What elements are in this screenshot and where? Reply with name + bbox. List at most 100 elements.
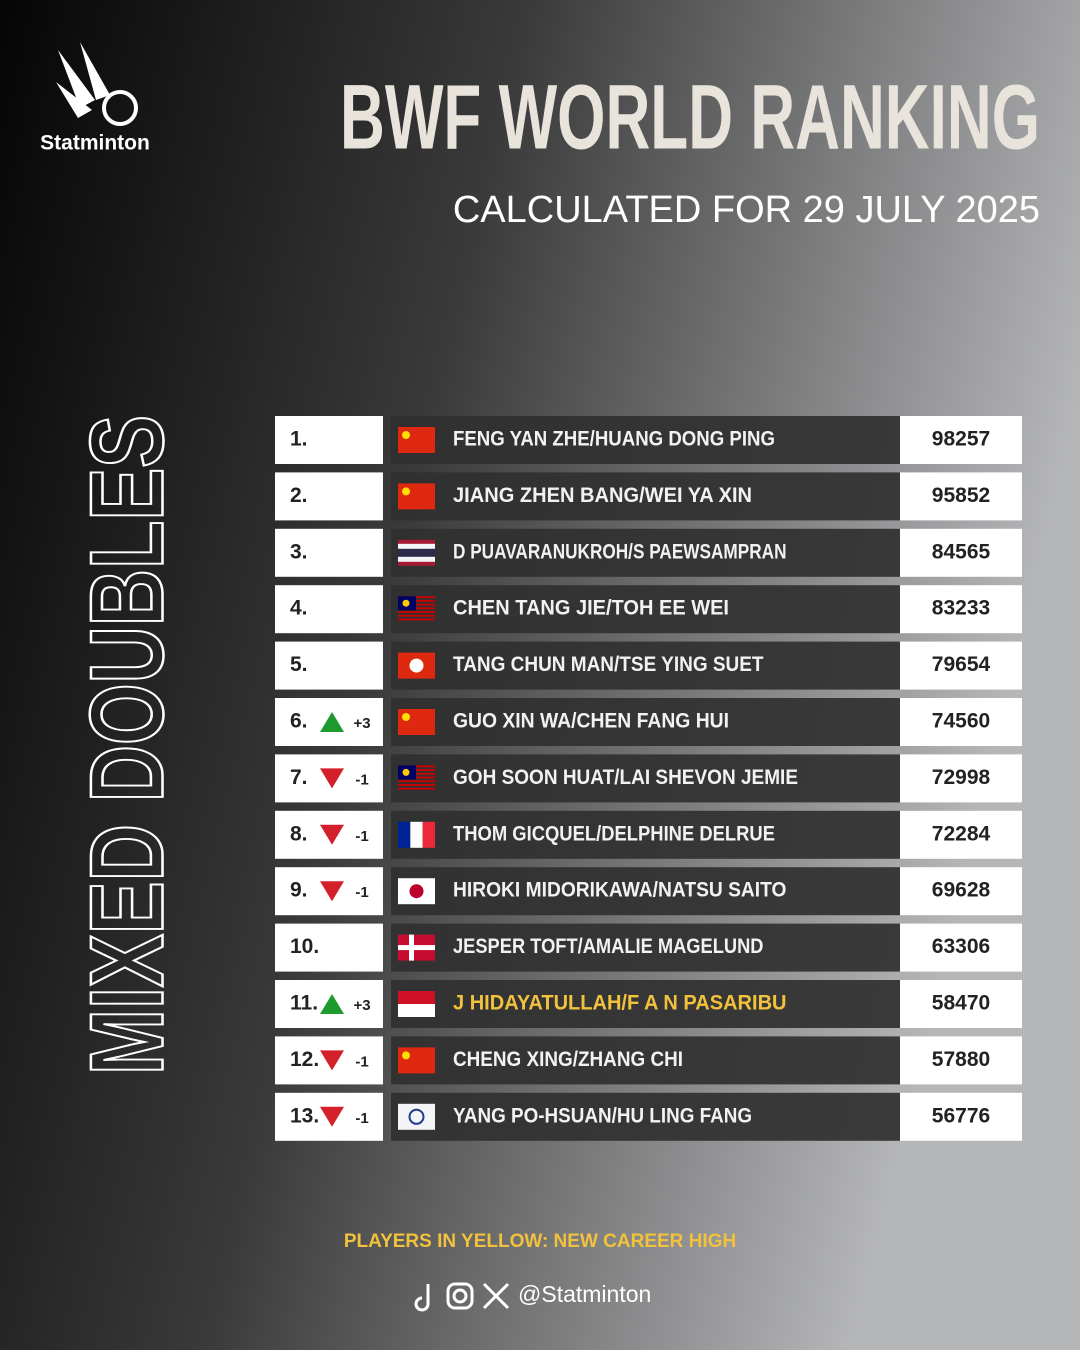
points-cell [900, 416, 1022, 464]
brand: Statminton [40, 132, 150, 155]
change-arrow [320, 881, 344, 902]
flag-part [402, 431, 410, 439]
flag-part [398, 1103, 435, 1130]
points-cell [900, 810, 1022, 859]
points: 69628 [932, 879, 991, 902]
name-cell [391, 754, 900, 803]
ranking-row: 7. -1 GOH SOON HUAT/LAI SHEVON JEMIE 72998 [275, 754, 1022, 803]
flag-part [398, 607, 435, 610]
flag-part [402, 487, 410, 496]
points-cell [900, 698, 1022, 746]
ranking-row: 11. +3 J HIDAYATULLAH/F A N PASARIBU 58470 [275, 980, 1022, 1028]
ranking-row: 8. -1 THOM GICQUEL/DELPHINE DELRUE 72284 [275, 810, 1022, 859]
flag-part [398, 618, 435, 621]
change-arrow [320, 712, 344, 732]
subtitle: CALCULATED FOR 29 JULY 2025 [453, 189, 1040, 231]
points-cell [900, 528, 1022, 577]
ranking-row: 13. -1 YANG PO-HSUAN/HU LING FANG 56776 [275, 1092, 1022, 1141]
points: 72998 [932, 766, 991, 789]
name-cell [391, 980, 900, 1028]
flag-part [398, 709, 435, 735]
flag-part [402, 713, 410, 721]
flag-part [398, 776, 435, 779]
flag-part [398, 596, 435, 599]
points: 72284 [932, 822, 991, 845]
name-cell [391, 698, 900, 746]
flag-part [409, 658, 424, 673]
points-cell [900, 641, 1022, 690]
flag-part [398, 780, 435, 783]
change: +3 [353, 997, 370, 1014]
rank-cell [275, 472, 383, 521]
handle: @Statminton [518, 1281, 651, 1307]
points: 79654 [932, 653, 991, 676]
rank-cell [275, 923, 383, 972]
points-cell [900, 585, 1022, 634]
rank: 7. [290, 766, 308, 789]
player-names: JESPER TOFT/AMALIE MAGELUND [453, 935, 764, 958]
rank: 12. [290, 1048, 319, 1071]
flag-part [398, 614, 435, 617]
name-cell [391, 416, 900, 464]
rank: 11. [290, 992, 318, 1015]
points-cell [900, 867, 1022, 916]
points: 74560 [932, 710, 990, 733]
change: -1 [355, 1110, 368, 1127]
footnote: PLAYERS IN YELLOW: NEW CAREER HIGH [344, 1231, 736, 1252]
ranking-row: 10. JESPER TOFT/AMALIE MAGELUND 63306 [275, 923, 1022, 972]
flag-part [398, 427, 435, 453]
flag-part [398, 772, 435, 775]
logo [56, 42, 138, 126]
name-cell [391, 585, 900, 634]
flag-part [398, 599, 435, 602]
rank: 4. [290, 597, 308, 620]
ranking-row: 2. JIANG ZHEN BANG/WEI YA XIN 95852 [275, 472, 1022, 521]
points-cell [900, 754, 1022, 803]
points-cell [900, 923, 1022, 972]
rank-cell [275, 641, 383, 690]
player-names: CHEN TANG JIE/TOH EE WEI [453, 597, 729, 620]
ranking-row: 12. -1 CHENG XING/ZHANG CHI 57880 [275, 1036, 1022, 1085]
rank: 5. [290, 653, 308, 676]
rank: 1. [290, 428, 308, 451]
points: 98257 [932, 428, 990, 451]
flag-part [398, 765, 435, 768]
change: -1 [355, 771, 368, 788]
points: 84565 [932, 540, 991, 563]
rank-cell [275, 416, 383, 464]
points-cell [900, 1036, 1022, 1085]
flag-part [398, 548, 435, 557]
ranking-row: 5. TANG CHUN MAN/TSE YING SUET 79654 [275, 641, 1022, 690]
flag-part [398, 603, 435, 606]
flag-part [398, 784, 435, 786]
title: BWF WORLD RANKING [340, 66, 1040, 168]
rank: 13. [290, 1104, 319, 1127]
points-cell [900, 1092, 1022, 1141]
flag-part [410, 821, 423, 848]
ranking-row: 9. -1 HIROKI MIDORIKAWA/NATSU SAITO 69628 [275, 867, 1022, 916]
flag-part [398, 1047, 435, 1074]
rank: 6. [290, 710, 308, 733]
points: 58470 [932, 992, 990, 1015]
social-icons [414, 1282, 510, 1312]
flag-part [402, 768, 410, 776]
name-cell [391, 1092, 900, 1141]
points: 95852 [932, 484, 990, 507]
side-label: MIXED DOUBLES [69, 415, 185, 1075]
player-names: HIROKI MIDORIKAWA/NATSU SAITO [453, 879, 787, 902]
change: -1 [355, 884, 368, 901]
rank: 8. [290, 822, 308, 845]
name-cell [391, 923, 900, 972]
player-names: YANG PO-HSUAN/HU LING FANG [453, 1104, 752, 1127]
flag-part [402, 1051, 410, 1060]
rank: 10. [290, 935, 319, 958]
flag-part [398, 1004, 435, 1017]
player-names: D PUAVARANUKROH/S PAEWSAMPRAN [453, 540, 787, 563]
player-names: TANG CHUN MAN/TSE YING SUET [453, 653, 764, 676]
player-names: THOM GICQUEL/DELPHINE DELRUE [453, 822, 775, 845]
points: 83233 [932, 597, 990, 620]
flag-part [422, 821, 435, 848]
rank-cell [275, 585, 383, 634]
points-cell [900, 472, 1022, 521]
